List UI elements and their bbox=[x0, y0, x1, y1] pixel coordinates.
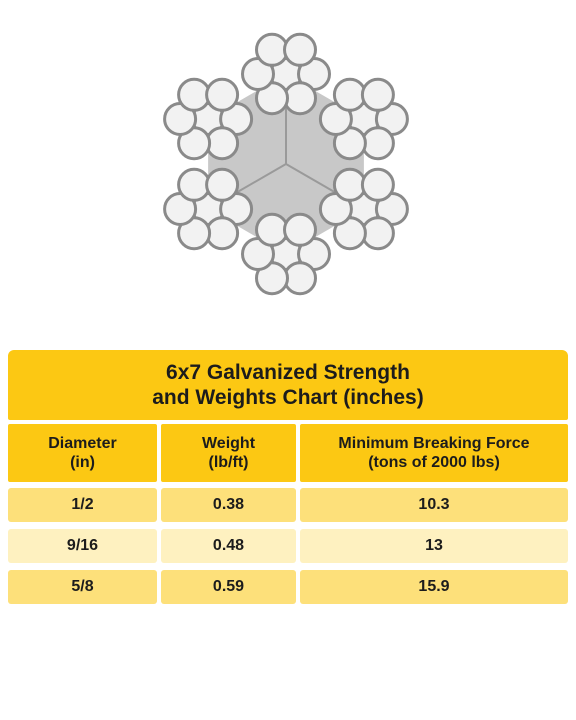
strand bbox=[163, 167, 254, 251]
wire bbox=[283, 32, 317, 67]
chart-title: 6x7 Galvanized Strength and Weights Char… bbox=[8, 350, 568, 420]
wire bbox=[205, 167, 240, 202]
cell-breaking-force: 15.9 bbox=[300, 570, 568, 604]
chart-title-line-2: and Weights Chart (inches) bbox=[152, 386, 424, 409]
wire bbox=[332, 77, 367, 112]
strength-weight-chart: 6x7 Galvanized Strength and Weights Char… bbox=[8, 350, 568, 604]
cell-diameter: 1/2 bbox=[8, 488, 157, 522]
wire bbox=[177, 167, 212, 202]
wire-rope-cross-section-icon bbox=[150, 28, 422, 300]
header-weight-label: Weight bbox=[201, 435, 256, 452]
cell-diameter: 9/16 bbox=[8, 529, 157, 563]
cell-weight: 0.59 bbox=[161, 570, 296, 604]
header-diameter-label: Diameter bbox=[48, 435, 117, 452]
table-row: 5/8 0.59 15.9 bbox=[8, 570, 568, 604]
strand bbox=[318, 77, 409, 161]
table-row: 1/2 0.38 10.3 bbox=[8, 488, 568, 522]
wire bbox=[255, 212, 289, 247]
strand bbox=[318, 167, 409, 251]
header-row: Diameter (in) Weight (lb/ft) Minimum Bre… bbox=[8, 424, 568, 482]
wire bbox=[205, 216, 240, 251]
wire bbox=[360, 216, 395, 251]
wire bbox=[360, 77, 395, 112]
header-breaking-force-label: Minimum Breaking Force bbox=[338, 435, 530, 452]
chart-title-line-1: 6x7 Galvanized Strength bbox=[166, 361, 410, 384]
header-diameter-unit: (in) bbox=[70, 454, 95, 471]
wire bbox=[283, 212, 317, 247]
cell-breaking-force: 10.3 bbox=[300, 488, 568, 522]
wire bbox=[255, 32, 289, 67]
wire bbox=[332, 167, 367, 202]
strand bbox=[241, 32, 331, 116]
wire bbox=[177, 77, 212, 112]
header-weight-unit: (lb/ft) bbox=[208, 454, 249, 471]
wire bbox=[283, 261, 317, 296]
header-breaking-force-unit: (tons of 2000 lbs) bbox=[368, 454, 500, 471]
strand bbox=[163, 77, 254, 161]
wire bbox=[283, 81, 317, 116]
cell-weight: 0.48 bbox=[161, 529, 296, 563]
wire bbox=[360, 126, 395, 161]
table-row: 9/16 0.48 13 bbox=[8, 529, 568, 563]
header-diameter: Diameter (in) bbox=[8, 424, 157, 482]
wire bbox=[205, 126, 240, 161]
wire bbox=[205, 77, 240, 112]
header-breaking-force: Minimum Breaking Force (tons of 2000 lbs… bbox=[300, 424, 568, 482]
header-weight: Weight (lb/ft) bbox=[161, 424, 296, 482]
cell-breaking-force: 13 bbox=[300, 529, 568, 563]
cell-weight: 0.38 bbox=[161, 488, 296, 522]
strand bbox=[241, 212, 331, 296]
wire bbox=[360, 167, 395, 202]
cell-diameter: 5/8 bbox=[8, 570, 157, 604]
